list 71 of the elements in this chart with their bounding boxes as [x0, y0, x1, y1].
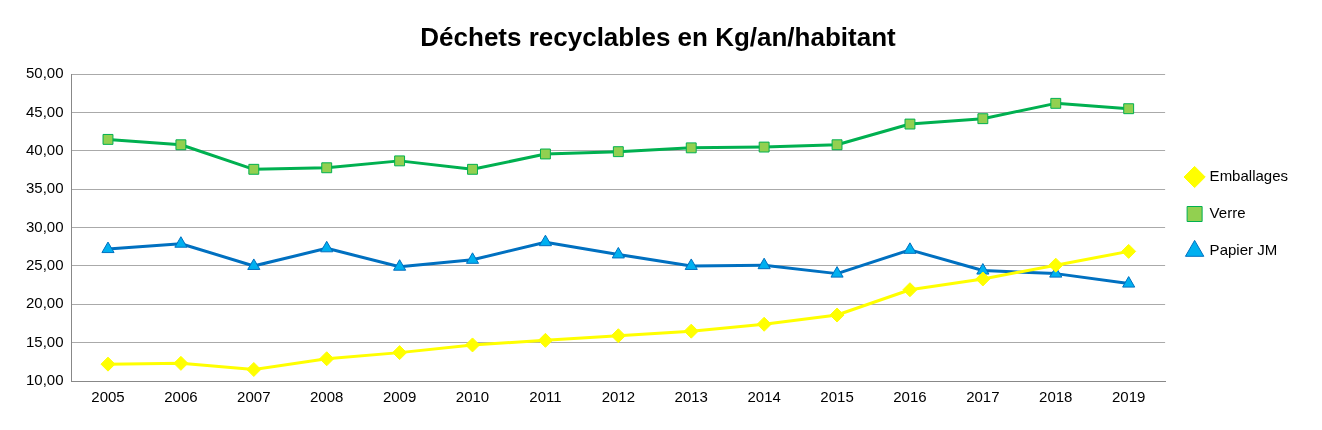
point	[248, 163, 260, 175]
point	[319, 351, 335, 367]
point	[101, 241, 115, 254]
y-tick-label: 10,00	[25, 371, 64, 389]
point	[1050, 97, 1062, 109]
point	[394, 155, 406, 167]
point	[977, 113, 989, 125]
point	[320, 240, 334, 253]
x-tick-label: 2011	[529, 388, 562, 406]
x-tick-label: 2018	[1039, 388, 1073, 406]
point	[537, 332, 553, 348]
point	[756, 316, 772, 332]
point	[831, 139, 843, 151]
x-tick-label: 2019	[1111, 388, 1146, 406]
point	[903, 242, 917, 254]
legend-label: Emballages	[1209, 167, 1289, 185]
point	[102, 133, 114, 145]
x-tick-label: 2012	[601, 388, 636, 406]
point	[904, 118, 916, 130]
legend-label: Verre	[1209, 204, 1246, 222]
y-tick-label: 40,00	[25, 141, 64, 159]
point	[902, 282, 918, 298]
point	[1048, 257, 1064, 273]
x-tick-label: 2014	[747, 388, 781, 406]
point	[465, 337, 481, 353]
y-tick-label: 45,00	[25, 102, 64, 120]
point	[830, 266, 844, 278]
x-tick-label: 2015	[820, 388, 854, 406]
y-tick-label: 30,00	[25, 217, 64, 235]
x-tick-label: 2013	[674, 388, 708, 406]
point	[392, 345, 408, 361]
point	[465, 252, 480, 264]
point	[467, 163, 478, 175]
point	[175, 139, 187, 151]
point	[538, 234, 552, 247]
x-tick-label: 2007	[237, 388, 271, 406]
chart-title: Déchets recyclables en Kg/an/habitant	[420, 21, 897, 52]
point	[611, 246, 625, 259]
x-tick-label: 2005	[91, 388, 125, 406]
point	[173, 355, 189, 371]
point	[683, 323, 699, 339]
point	[174, 236, 188, 248]
point	[684, 258, 698, 270]
x-tick-label: 2010	[455, 388, 490, 406]
x-tick-label: 2006	[164, 388, 198, 406]
x-tick-label: 2016	[893, 388, 927, 406]
point	[757, 257, 771, 270]
y-tick-label: 15,00	[25, 332, 64, 350]
y-tick-label: 35,00	[25, 179, 64, 197]
point	[246, 362, 262, 377]
x-tick-label: 2008	[310, 388, 344, 406]
point	[321, 162, 333, 174]
y-tick-label: 50,00	[25, 64, 64, 82]
point	[612, 146, 624, 158]
point	[1121, 243, 1137, 259]
x-tick-label: 2017	[966, 388, 1000, 406]
point	[610, 328, 626, 344]
point	[685, 142, 697, 154]
point	[1122, 276, 1136, 288]
x-tick-label: 2009	[382, 388, 417, 406]
y-tick-label: 20,00	[25, 294, 64, 312]
point	[1123, 103, 1135, 115]
point	[393, 259, 407, 271]
point	[758, 141, 770, 153]
point	[247, 258, 261, 270]
y-tick-label: 25,00	[25, 256, 64, 274]
point	[975, 271, 991, 287]
point	[829, 307, 845, 323]
point	[100, 356, 116, 372]
point	[539, 148, 551, 160]
legend-label: Papier JM	[1209, 241, 1278, 259]
